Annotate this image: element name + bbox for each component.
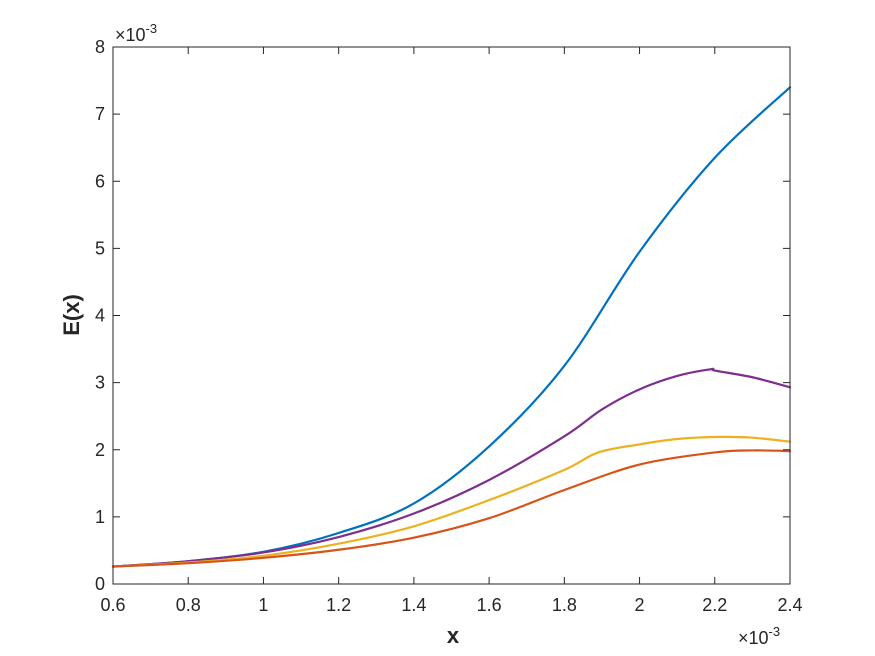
y-axis-multiplier: ×10-3	[115, 21, 157, 45]
x-tick-label: 0.6	[100, 595, 125, 615]
y-tick-label: 0	[95, 574, 105, 594]
y-tick-label: 6	[95, 171, 105, 191]
series-line-2	[111, 367, 792, 568]
x-tick-label: 2.2	[702, 595, 727, 615]
y-tick-label: 1	[95, 507, 105, 527]
y-tick-label: 5	[95, 238, 105, 258]
y-tick-label: 3	[95, 373, 105, 393]
x-tick-label: 1.4	[401, 595, 426, 615]
x-axis-multiplier: ×10-3	[738, 624, 780, 648]
y-axis-title: E(x)	[59, 294, 84, 336]
x-axis-title: x	[447, 623, 460, 648]
series-line-3	[111, 435, 792, 568]
y-multiplier-base: ×10	[115, 25, 146, 45]
x-tick-label: 1.6	[477, 595, 502, 615]
x-multiplier-exponent: -3	[769, 624, 781, 639]
x-tick-label: 2	[635, 595, 645, 615]
x-tick-label: 0.8	[176, 595, 201, 615]
y-tick-label: 2	[95, 440, 105, 460]
y-multiplier-exponent: -3	[146, 21, 158, 36]
x-tick-label: 1	[258, 595, 268, 615]
x-tick-label: 1.8	[552, 595, 577, 615]
y-tick-label: 4	[95, 306, 105, 326]
y-tick-label: 8	[95, 37, 105, 57]
y-tick-label: 7	[95, 104, 105, 124]
plot-background	[113, 47, 790, 584]
series-layer	[111, 86, 792, 568]
x-tick-label: 1.2	[326, 595, 351, 615]
axes-layer: 0.6 0.8 1 1.2 1.4 1.6 1.8 2 2.2 2.4 0 1 2 3 4 5 6 7 8	[95, 37, 803, 615]
x-tick-label: 2.4	[777, 595, 802, 615]
x-multiplier-base: ×10	[738, 628, 769, 648]
series-line-4	[111, 449, 792, 568]
